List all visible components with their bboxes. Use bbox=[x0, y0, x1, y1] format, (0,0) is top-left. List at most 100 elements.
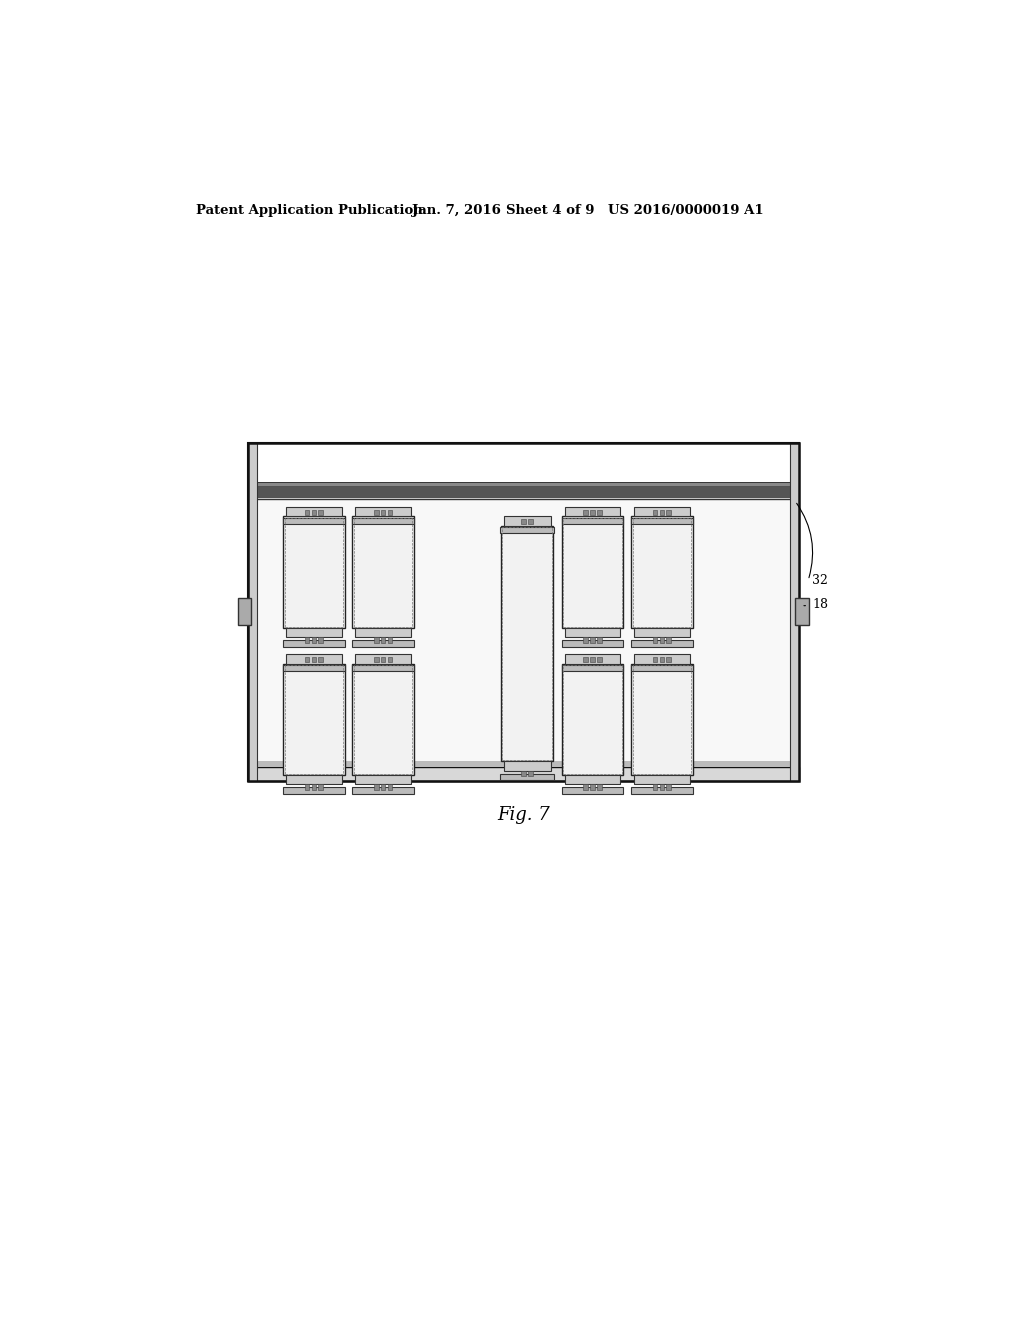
Bar bbox=[311, 638, 316, 643]
Bar bbox=[652, 510, 657, 515]
Bar bbox=[565, 655, 621, 664]
Bar bbox=[354, 517, 413, 627]
Bar bbox=[562, 517, 624, 524]
Bar bbox=[659, 510, 665, 515]
Bar bbox=[667, 784, 671, 789]
Bar bbox=[286, 775, 342, 784]
Bar bbox=[634, 775, 689, 784]
Bar bbox=[355, 775, 411, 784]
Bar bbox=[354, 665, 413, 774]
Bar bbox=[667, 510, 671, 515]
Text: 18: 18 bbox=[812, 598, 828, 611]
Bar bbox=[352, 517, 414, 524]
Bar bbox=[667, 638, 671, 643]
Bar bbox=[374, 784, 379, 789]
Bar bbox=[283, 665, 345, 671]
Bar bbox=[248, 760, 799, 767]
Bar bbox=[501, 774, 554, 780]
Bar bbox=[283, 640, 345, 647]
Bar bbox=[381, 638, 385, 643]
Bar bbox=[652, 656, 657, 663]
Bar bbox=[597, 510, 602, 515]
Bar bbox=[355, 507, 411, 516]
Bar bbox=[597, 784, 602, 789]
Bar bbox=[565, 507, 621, 516]
Bar bbox=[503, 527, 552, 760]
Bar bbox=[521, 519, 526, 524]
Bar bbox=[504, 762, 551, 771]
Bar bbox=[381, 510, 385, 515]
Bar bbox=[304, 638, 309, 643]
Bar bbox=[352, 788, 414, 793]
Bar bbox=[501, 525, 553, 762]
Text: Sheet 4 of 9: Sheet 4 of 9 bbox=[506, 205, 594, 218]
Bar bbox=[381, 656, 385, 663]
Bar bbox=[631, 664, 692, 775]
Bar bbox=[248, 767, 799, 780]
Bar bbox=[311, 656, 316, 663]
Bar bbox=[283, 517, 345, 524]
Bar bbox=[318, 784, 323, 789]
Bar bbox=[590, 656, 595, 663]
Bar bbox=[565, 775, 621, 784]
Bar bbox=[355, 655, 411, 664]
Bar bbox=[374, 510, 379, 515]
Bar bbox=[633, 517, 691, 627]
Bar bbox=[318, 638, 323, 643]
Bar bbox=[521, 771, 526, 776]
Bar bbox=[285, 517, 343, 627]
Bar bbox=[388, 656, 392, 663]
Bar bbox=[286, 655, 342, 664]
Bar bbox=[283, 788, 345, 793]
Text: Fig. 7: Fig. 7 bbox=[497, 807, 550, 824]
Bar bbox=[255, 499, 792, 766]
Bar bbox=[563, 517, 622, 627]
Bar bbox=[238, 598, 252, 626]
Bar bbox=[584, 784, 588, 789]
Bar bbox=[659, 638, 665, 643]
Bar bbox=[631, 665, 692, 671]
Bar bbox=[562, 516, 624, 628]
Bar bbox=[790, 444, 799, 780]
Bar bbox=[652, 638, 657, 643]
Bar bbox=[584, 510, 588, 515]
Bar bbox=[565, 628, 621, 638]
Bar bbox=[659, 656, 665, 663]
Bar bbox=[311, 784, 316, 789]
Bar bbox=[597, 656, 602, 663]
Bar bbox=[504, 516, 551, 525]
Bar bbox=[388, 784, 392, 789]
Bar bbox=[563, 665, 622, 774]
Bar bbox=[285, 665, 343, 774]
Text: US 2016/0000019 A1: US 2016/0000019 A1 bbox=[608, 205, 764, 218]
Bar bbox=[501, 527, 554, 533]
Text: Jan. 7, 2016: Jan. 7, 2016 bbox=[412, 205, 501, 218]
Bar bbox=[634, 628, 689, 638]
Bar bbox=[528, 519, 532, 524]
Bar bbox=[283, 664, 345, 775]
Text: 32: 32 bbox=[812, 574, 827, 587]
Bar bbox=[584, 638, 588, 643]
Bar bbox=[286, 628, 342, 638]
Bar bbox=[633, 665, 691, 774]
Bar bbox=[590, 638, 595, 643]
Bar bbox=[631, 788, 692, 793]
Bar bbox=[355, 628, 411, 638]
Bar bbox=[304, 656, 309, 663]
Bar bbox=[634, 507, 689, 516]
Bar bbox=[597, 638, 602, 643]
Bar bbox=[304, 784, 309, 789]
Bar bbox=[248, 444, 799, 483]
Bar bbox=[318, 510, 323, 515]
Bar bbox=[374, 656, 379, 663]
Bar bbox=[652, 784, 657, 789]
Bar bbox=[634, 655, 689, 664]
Bar bbox=[352, 664, 414, 775]
Bar bbox=[590, 510, 595, 515]
Bar bbox=[352, 640, 414, 647]
Bar bbox=[584, 656, 588, 663]
Bar bbox=[248, 483, 799, 487]
Bar bbox=[248, 444, 257, 780]
Bar bbox=[590, 784, 595, 789]
Bar bbox=[283, 516, 345, 628]
